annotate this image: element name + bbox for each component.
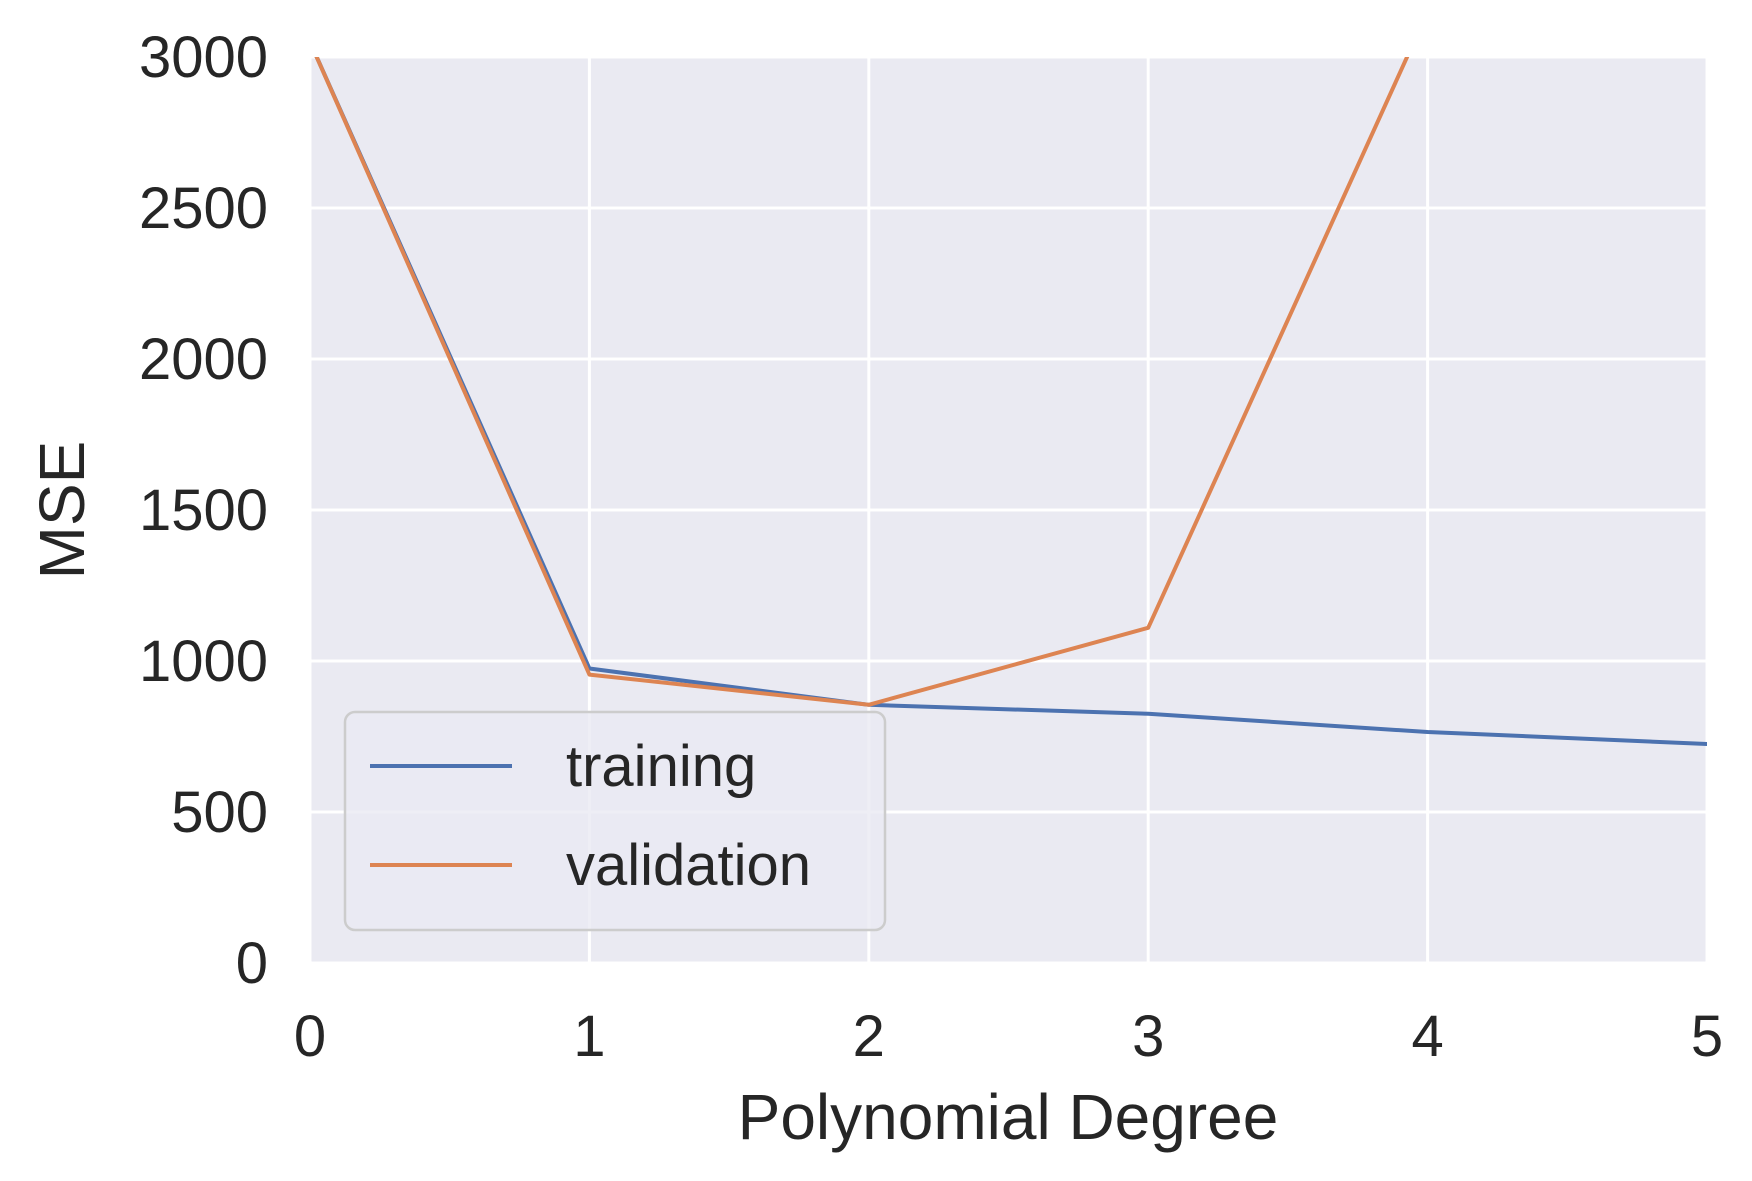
x-axis-title: Polynomial Degree bbox=[738, 1081, 1279, 1153]
legend-label-validation: validation bbox=[566, 833, 811, 898]
y-axis-title: MSE bbox=[26, 441, 98, 580]
x-tick-label: 2 bbox=[853, 1004, 885, 1069]
legend-label-training: training bbox=[566, 734, 756, 799]
x-tick-label: 4 bbox=[1411, 1004, 1443, 1069]
x-tick-labels: 0 1 2 3 4 5 bbox=[294, 1004, 1723, 1069]
legend: training validation bbox=[343, 710, 887, 932]
y-tick-label: 1000 bbox=[139, 629, 268, 694]
x-tick-label: 1 bbox=[573, 1004, 605, 1069]
y-tick-label: 500 bbox=[171, 780, 268, 845]
series-line-training bbox=[314, 57, 1707, 747]
x-tick-label: 5 bbox=[1691, 1004, 1723, 1069]
y-tick-labels: 0 500 1000 1500 2000 2500 3000 bbox=[139, 25, 268, 996]
x-tick-label: 0 bbox=[294, 1004, 326, 1069]
y-tick-label: 2000 bbox=[139, 327, 268, 392]
y-tick-label: 3000 bbox=[139, 25, 268, 90]
y-tick-label: 0 bbox=[236, 931, 268, 996]
y-tick-label: 2500 bbox=[139, 176, 268, 241]
series-line-validation bbox=[314, 57, 1410, 707]
series-lines bbox=[314, 57, 1707, 747]
x-tick-label: 3 bbox=[1132, 1004, 1164, 1069]
y-tick-label: 1500 bbox=[139, 478, 268, 543]
